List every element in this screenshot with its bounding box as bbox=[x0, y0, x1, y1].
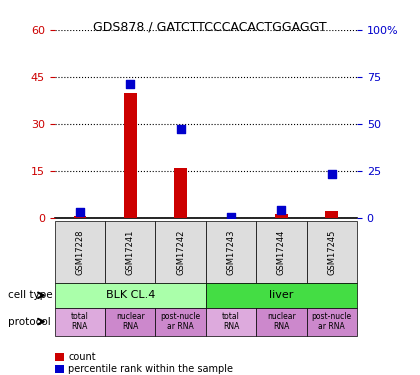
Point bbox=[278, 207, 285, 213]
Text: cell type: cell type bbox=[8, 290, 53, 300]
Text: post-nucle
ar RNA: post-nucle ar RNA bbox=[160, 312, 201, 331]
Text: protocol: protocol bbox=[8, 316, 51, 327]
Text: nuclear
RNA: nuclear RNA bbox=[267, 312, 296, 331]
Bar bbox=[326, 211, 338, 217]
Text: BLK CL.4: BLK CL.4 bbox=[105, 290, 155, 300]
Point bbox=[76, 209, 83, 215]
Bar bbox=[124, 93, 136, 218]
Bar bbox=[174, 168, 187, 217]
Bar bbox=[74, 216, 86, 217]
Text: GSM17245: GSM17245 bbox=[327, 230, 336, 275]
Text: nuclear
RNA: nuclear RNA bbox=[116, 312, 144, 331]
Text: percentile rank within the sample: percentile rank within the sample bbox=[68, 364, 233, 374]
Text: GDS878 / GATCTTCCCACACTGGAGGT: GDS878 / GATCTTCCCACACTGGAGGT bbox=[93, 21, 327, 34]
Bar bbox=[275, 214, 288, 217]
Text: liver: liver bbox=[269, 290, 294, 300]
Text: GSM17243: GSM17243 bbox=[226, 230, 236, 275]
Point bbox=[328, 171, 335, 177]
Text: GSM17244: GSM17244 bbox=[277, 230, 286, 275]
Text: GSM17241: GSM17241 bbox=[126, 230, 135, 275]
Text: count: count bbox=[68, 352, 96, 362]
Text: total
RNA: total RNA bbox=[71, 312, 89, 331]
Point bbox=[228, 214, 234, 220]
Text: GSM17242: GSM17242 bbox=[176, 230, 185, 275]
Text: GSM17228: GSM17228 bbox=[75, 230, 84, 275]
Text: post-nucle
ar RNA: post-nucle ar RNA bbox=[312, 312, 352, 331]
Point bbox=[177, 126, 184, 132]
Point bbox=[127, 81, 134, 87]
Text: total
RNA: total RNA bbox=[222, 312, 240, 331]
